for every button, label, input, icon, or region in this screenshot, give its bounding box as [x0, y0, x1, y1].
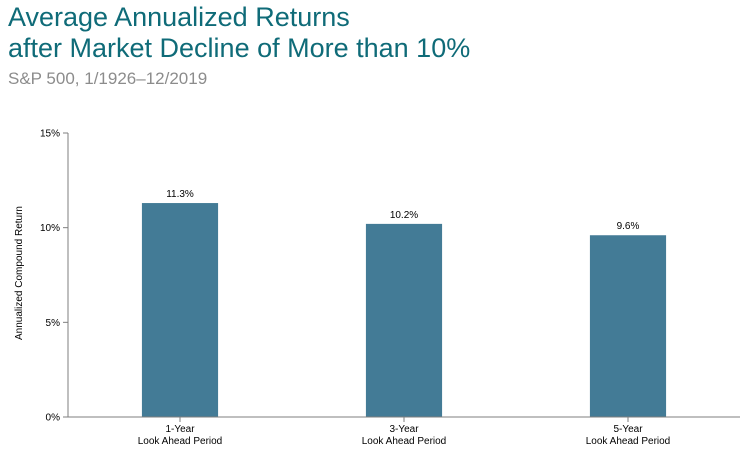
- bars-group: 11.3% 10.2% 9.6%: [141, 189, 667, 417]
- y-tick-label: 0%: [46, 413, 61, 424]
- bar-data-label: 10.2%: [390, 210, 418, 221]
- chart-title: Average Annualized Returns after Market …: [8, 2, 471, 63]
- x-tick-label: Look Ahead Period: [362, 436, 447, 447]
- y-tick-label: 15%: [40, 129, 60, 140]
- y-tick-label: 5%: [46, 318, 61, 329]
- y-axis-label: Annualized Compound Return: [14, 206, 25, 340]
- chart-subtitle: S&P 500, 1/1926–12/2019: [8, 69, 208, 88]
- x-tick-label: Look Ahead Period: [138, 436, 223, 447]
- bar: [589, 235, 667, 417]
- bar: [365, 223, 443, 417]
- bar-data-label: 9.6%: [617, 221, 640, 232]
- bar: [141, 203, 219, 417]
- x-tick-label: 3-Year: [389, 424, 419, 435]
- y-tick-label: 10%: [40, 223, 60, 234]
- x-tick-label: 1-Year: [165, 424, 195, 435]
- x-tick-label: Look Ahead Period: [586, 436, 671, 447]
- bar-data-label: 11.3%: [166, 189, 194, 200]
- x-tick-label: 5-Year: [613, 424, 643, 435]
- y-axis-group: 0% 5% 10% 15%: [40, 129, 69, 424]
